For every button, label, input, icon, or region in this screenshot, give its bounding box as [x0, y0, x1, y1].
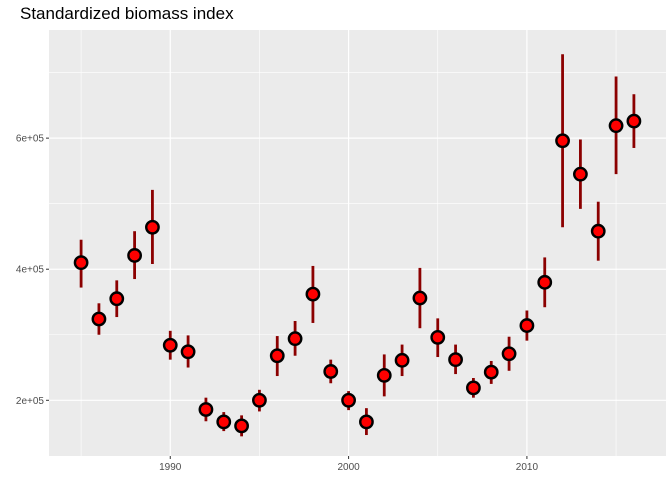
data-point — [483, 364, 499, 380]
data-point — [180, 344, 196, 360]
y-tick-label: 4e+05 — [16, 265, 45, 276]
data-point — [519, 318, 535, 333]
data-point — [341, 392, 356, 408]
panel-background — [49, 30, 666, 456]
data-point — [198, 402, 214, 417]
data-point — [145, 219, 160, 235]
x-tick-label: 2000 — [337, 462, 360, 473]
data-point — [501, 346, 517, 362]
data-point — [162, 337, 178, 353]
data-point — [127, 248, 142, 263]
chart-title: Standardized biomass index — [20, 4, 234, 23]
data-point — [234, 418, 249, 434]
y-tick-label: 6e+05 — [16, 134, 45, 145]
data-point — [555, 133, 570, 149]
data-point — [269, 348, 285, 364]
data-point — [412, 290, 428, 306]
data-point — [359, 414, 374, 430]
data-point — [305, 286, 321, 302]
data-point — [608, 118, 624, 134]
data-point — [626, 113, 642, 129]
data-point — [466, 380, 481, 396]
data-point — [323, 364, 339, 379]
data-point — [590, 223, 606, 239]
y-tick-label: 2e+05 — [16, 396, 45, 407]
data-point — [573, 166, 588, 182]
data-point — [216, 414, 232, 430]
data-point — [109, 291, 125, 307]
data-point — [448, 352, 463, 368]
data-point — [537, 274, 553, 290]
data-point — [376, 367, 392, 383]
x-tick-label: 1990 — [159, 462, 182, 473]
data-point — [91, 311, 107, 327]
data-point — [73, 255, 89, 271]
data-point — [287, 331, 303, 347]
data-point — [252, 392, 267, 408]
x-tick-label: 2010 — [516, 462, 539, 473]
data-point — [394, 352, 410, 368]
data-point — [430, 329, 446, 345]
